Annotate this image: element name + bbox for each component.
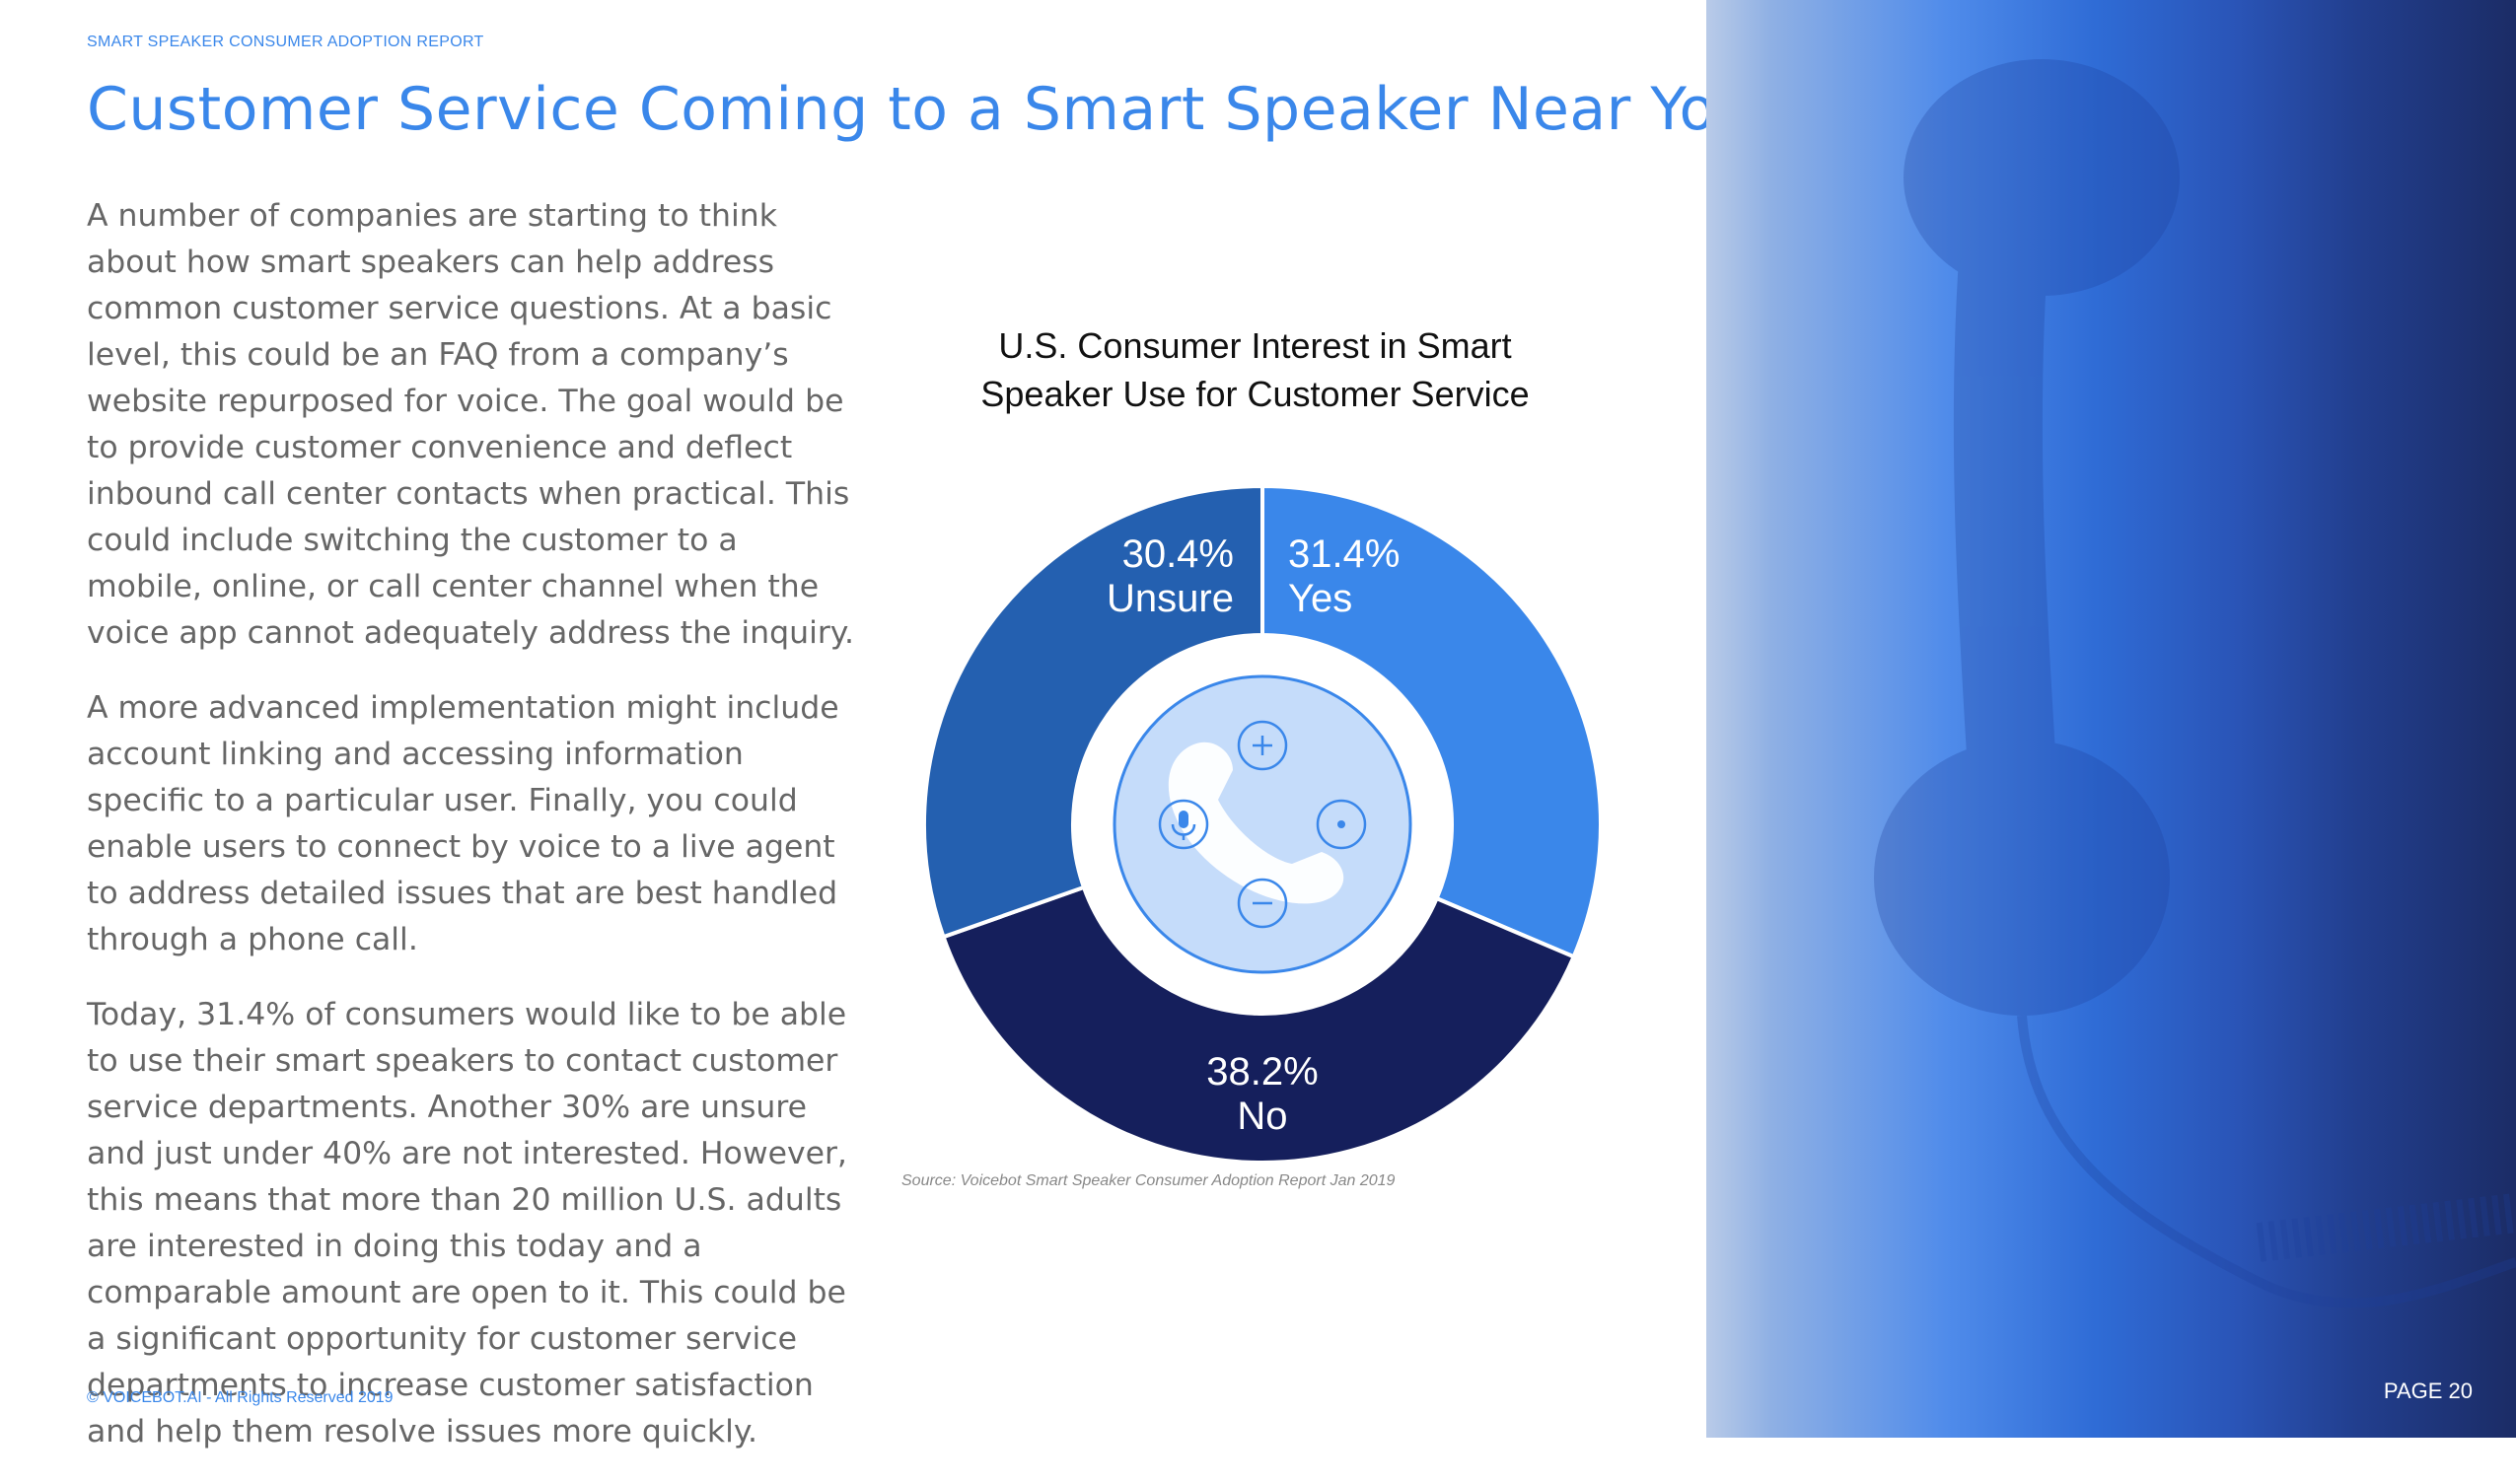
chart-source: Source: Voicebot Smart Speaker Consumer … — [901, 1172, 1396, 1189]
body-text: A number of companies are starting to th… — [87, 193, 856, 1484]
body-paragraph: A number of companies are starting to th… — [87, 198, 854, 651]
page-title: Customer Service Coming to a Smart Speak… — [87, 75, 1786, 144]
chart-title-line: Speaker Use for Customer Service — [980, 374, 1530, 414]
slice-value-label: 38.2% — [1206, 1050, 1318, 1094]
body-paragraph: Today, 31.4% of consumers would like to … — [87, 997, 847, 1449]
body-paragraph: A more advanced implementation might inc… — [87, 690, 839, 957]
donut-slice-unsure — [922, 483, 1264, 940]
chart-title-line: U.S. Consumer Interest in Smart — [998, 325, 1512, 366]
copyright: © VOICEBOT.AI - All Rights Reserved 2019 — [87, 1389, 394, 1406]
smart-speaker-phone-icon — [1113, 674, 1412, 974]
side-image: PAGE 20 — [1706, 0, 2516, 1438]
telephone-handset-icon — [1874, 59, 2516, 1308]
slice-category-label: No — [1237, 1095, 1287, 1138]
page-number: PAGE 20 — [2383, 1378, 2473, 1403]
donut-slice-yes — [1260, 483, 1603, 959]
slice-category-label: Unsure — [1107, 577, 1234, 620]
slice-category-label: Yes — [1288, 577, 1352, 620]
chart-title: U.S. Consumer Interest in Smart Speaker … — [888, 321, 1622, 418]
donut-slice-no — [941, 884, 1577, 1165]
slice-value-label: 31.4% — [1288, 532, 1400, 576]
slice-value-label: 30.4% — [1122, 532, 1234, 576]
donut-chart: 31.4%Yes 38.2%No 30.4%Unsure — [922, 483, 1603, 1165]
report-label: SMART SPEAKER CONSUMER ADOPTION REPORT — [87, 34, 484, 50]
